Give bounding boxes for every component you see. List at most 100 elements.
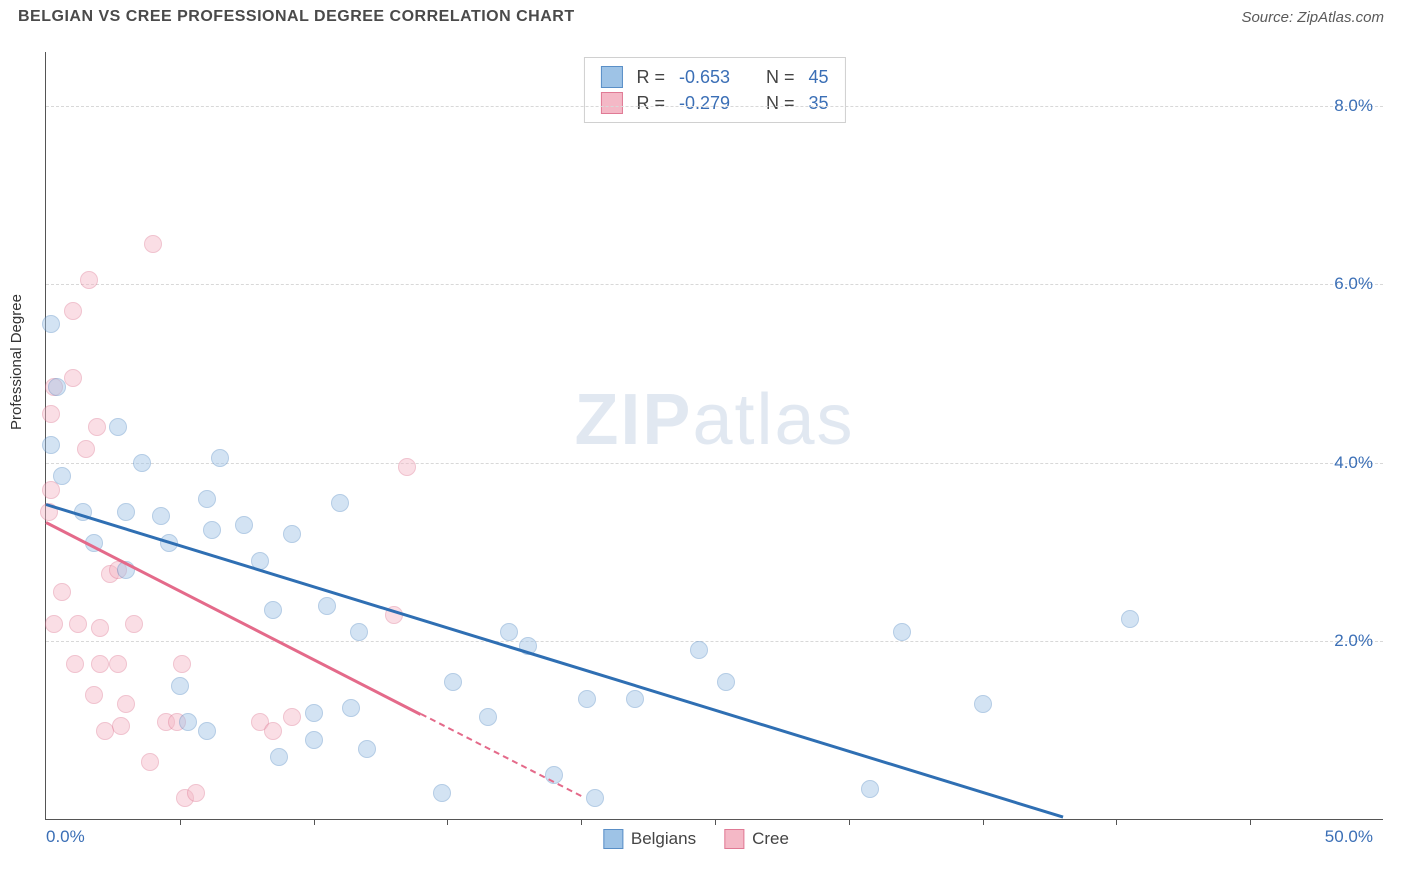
cree-point bbox=[141, 753, 159, 771]
cree-point bbox=[88, 418, 106, 436]
belgians-point bbox=[717, 673, 735, 691]
cree-point bbox=[69, 615, 87, 633]
x-minor-tick bbox=[983, 819, 984, 825]
scatter-plot: ZIPatlas R =-0.653N =45R =-0.279N =35 Be… bbox=[45, 52, 1383, 820]
series-swatch bbox=[600, 92, 622, 114]
belgians-point bbox=[350, 623, 368, 641]
x-minor-tick bbox=[1250, 819, 1251, 825]
cree-point bbox=[80, 271, 98, 289]
belgians-point bbox=[48, 378, 66, 396]
x-tick-start: 0.0% bbox=[46, 827, 85, 847]
belgians-point bbox=[1121, 610, 1139, 628]
bottom-legend: Belgians Cree bbox=[603, 829, 789, 849]
r-label: R = bbox=[636, 93, 665, 114]
belgians-point bbox=[358, 740, 376, 758]
n-label: N = bbox=[766, 93, 795, 114]
cree-point bbox=[66, 655, 84, 673]
cree-point bbox=[112, 717, 130, 735]
chart-title: BELGIAN VS CREE PROFESSIONAL DEGREE CORR… bbox=[18, 8, 575, 26]
x-tick-end: 50.0% bbox=[1325, 827, 1373, 847]
belgians-point bbox=[171, 677, 189, 695]
belgians-point bbox=[203, 521, 221, 539]
cree-point bbox=[64, 302, 82, 320]
watermark-bold: ZIP bbox=[574, 380, 692, 460]
legend-item: Cree bbox=[724, 829, 789, 849]
cree-point bbox=[45, 615, 63, 633]
belgians-point bbox=[270, 748, 288, 766]
x-minor-tick bbox=[1116, 819, 1117, 825]
y-tick-label: 6.0% bbox=[1334, 274, 1373, 294]
legend-label: Belgians bbox=[631, 829, 696, 849]
chart-header: BELGIAN VS CREE PROFESSIONAL DEGREE CORR… bbox=[0, 0, 1406, 30]
belgians-point bbox=[861, 780, 879, 798]
belgians-point bbox=[152, 507, 170, 525]
belgians-point bbox=[444, 673, 462, 691]
x-minor-tick bbox=[849, 819, 850, 825]
belgians-point bbox=[198, 722, 216, 740]
stats-row: R =-0.653N =45 bbox=[600, 64, 828, 90]
belgians-point bbox=[179, 713, 197, 731]
cree-point bbox=[125, 615, 143, 633]
r-value: -0.653 bbox=[679, 67, 730, 88]
x-minor-tick bbox=[715, 819, 716, 825]
y-tick-label: 8.0% bbox=[1334, 96, 1373, 116]
x-minor-tick bbox=[180, 819, 181, 825]
gridline bbox=[46, 284, 1383, 285]
cree-point bbox=[77, 440, 95, 458]
stats-legend-box: R =-0.653N =45R =-0.279N =35 bbox=[583, 57, 845, 123]
belgians-point bbox=[500, 623, 518, 641]
belgians-point bbox=[264, 601, 282, 619]
cree-point bbox=[283, 708, 301, 726]
belgians-point bbox=[318, 597, 336, 615]
gridline bbox=[46, 641, 1383, 642]
cree-point bbox=[85, 686, 103, 704]
n-value: 35 bbox=[809, 93, 829, 114]
stats-row: R = -0.279 N = 35 bbox=[600, 90, 828, 116]
belgians-point bbox=[305, 704, 323, 722]
cree-point bbox=[398, 458, 416, 476]
belgians-point bbox=[578, 690, 596, 708]
y-tick-label: 2.0% bbox=[1334, 631, 1373, 651]
cree-point bbox=[42, 405, 60, 423]
belgians-point bbox=[342, 699, 360, 717]
belgians-point bbox=[305, 731, 323, 749]
belgians-point bbox=[893, 623, 911, 641]
chart-source: Source: ZipAtlas.com bbox=[1241, 9, 1384, 26]
belgians-point bbox=[235, 516, 253, 534]
r-label: R = bbox=[636, 67, 665, 88]
cree-point bbox=[64, 369, 82, 387]
watermark: ZIPatlas bbox=[574, 379, 854, 461]
cree-point bbox=[109, 655, 127, 673]
cree-point bbox=[91, 619, 109, 637]
x-minor-tick bbox=[314, 819, 315, 825]
y-axis-label: Professional Degree bbox=[8, 294, 25, 430]
belgians-point bbox=[117, 503, 135, 521]
gridline bbox=[46, 106, 1383, 107]
r-value: -0.279 bbox=[679, 93, 730, 114]
watermark-light: atlas bbox=[692, 380, 854, 460]
belgians-point bbox=[626, 690, 644, 708]
cree-point bbox=[173, 655, 191, 673]
legend-swatch bbox=[603, 829, 623, 849]
cree-point bbox=[117, 695, 135, 713]
belgians-point bbox=[53, 467, 71, 485]
series-swatch bbox=[600, 66, 622, 88]
cree-point bbox=[144, 235, 162, 253]
belgians-point bbox=[133, 454, 151, 472]
cree-point bbox=[264, 722, 282, 740]
y-tick-label: 4.0% bbox=[1334, 453, 1373, 473]
legend-swatch bbox=[724, 829, 744, 849]
belgians-point bbox=[479, 708, 497, 726]
belgians-point bbox=[331, 494, 349, 512]
belgians-point bbox=[109, 418, 127, 436]
cree-point bbox=[53, 583, 71, 601]
belgians-point bbox=[42, 315, 60, 333]
belgians-point bbox=[283, 525, 301, 543]
belgians-point bbox=[198, 490, 216, 508]
n-label: N = bbox=[766, 67, 795, 88]
gridline bbox=[46, 463, 1383, 464]
cree-point bbox=[187, 784, 205, 802]
x-minor-tick bbox=[581, 819, 582, 825]
belgians-point bbox=[974, 695, 992, 713]
belgians-point bbox=[42, 436, 60, 454]
